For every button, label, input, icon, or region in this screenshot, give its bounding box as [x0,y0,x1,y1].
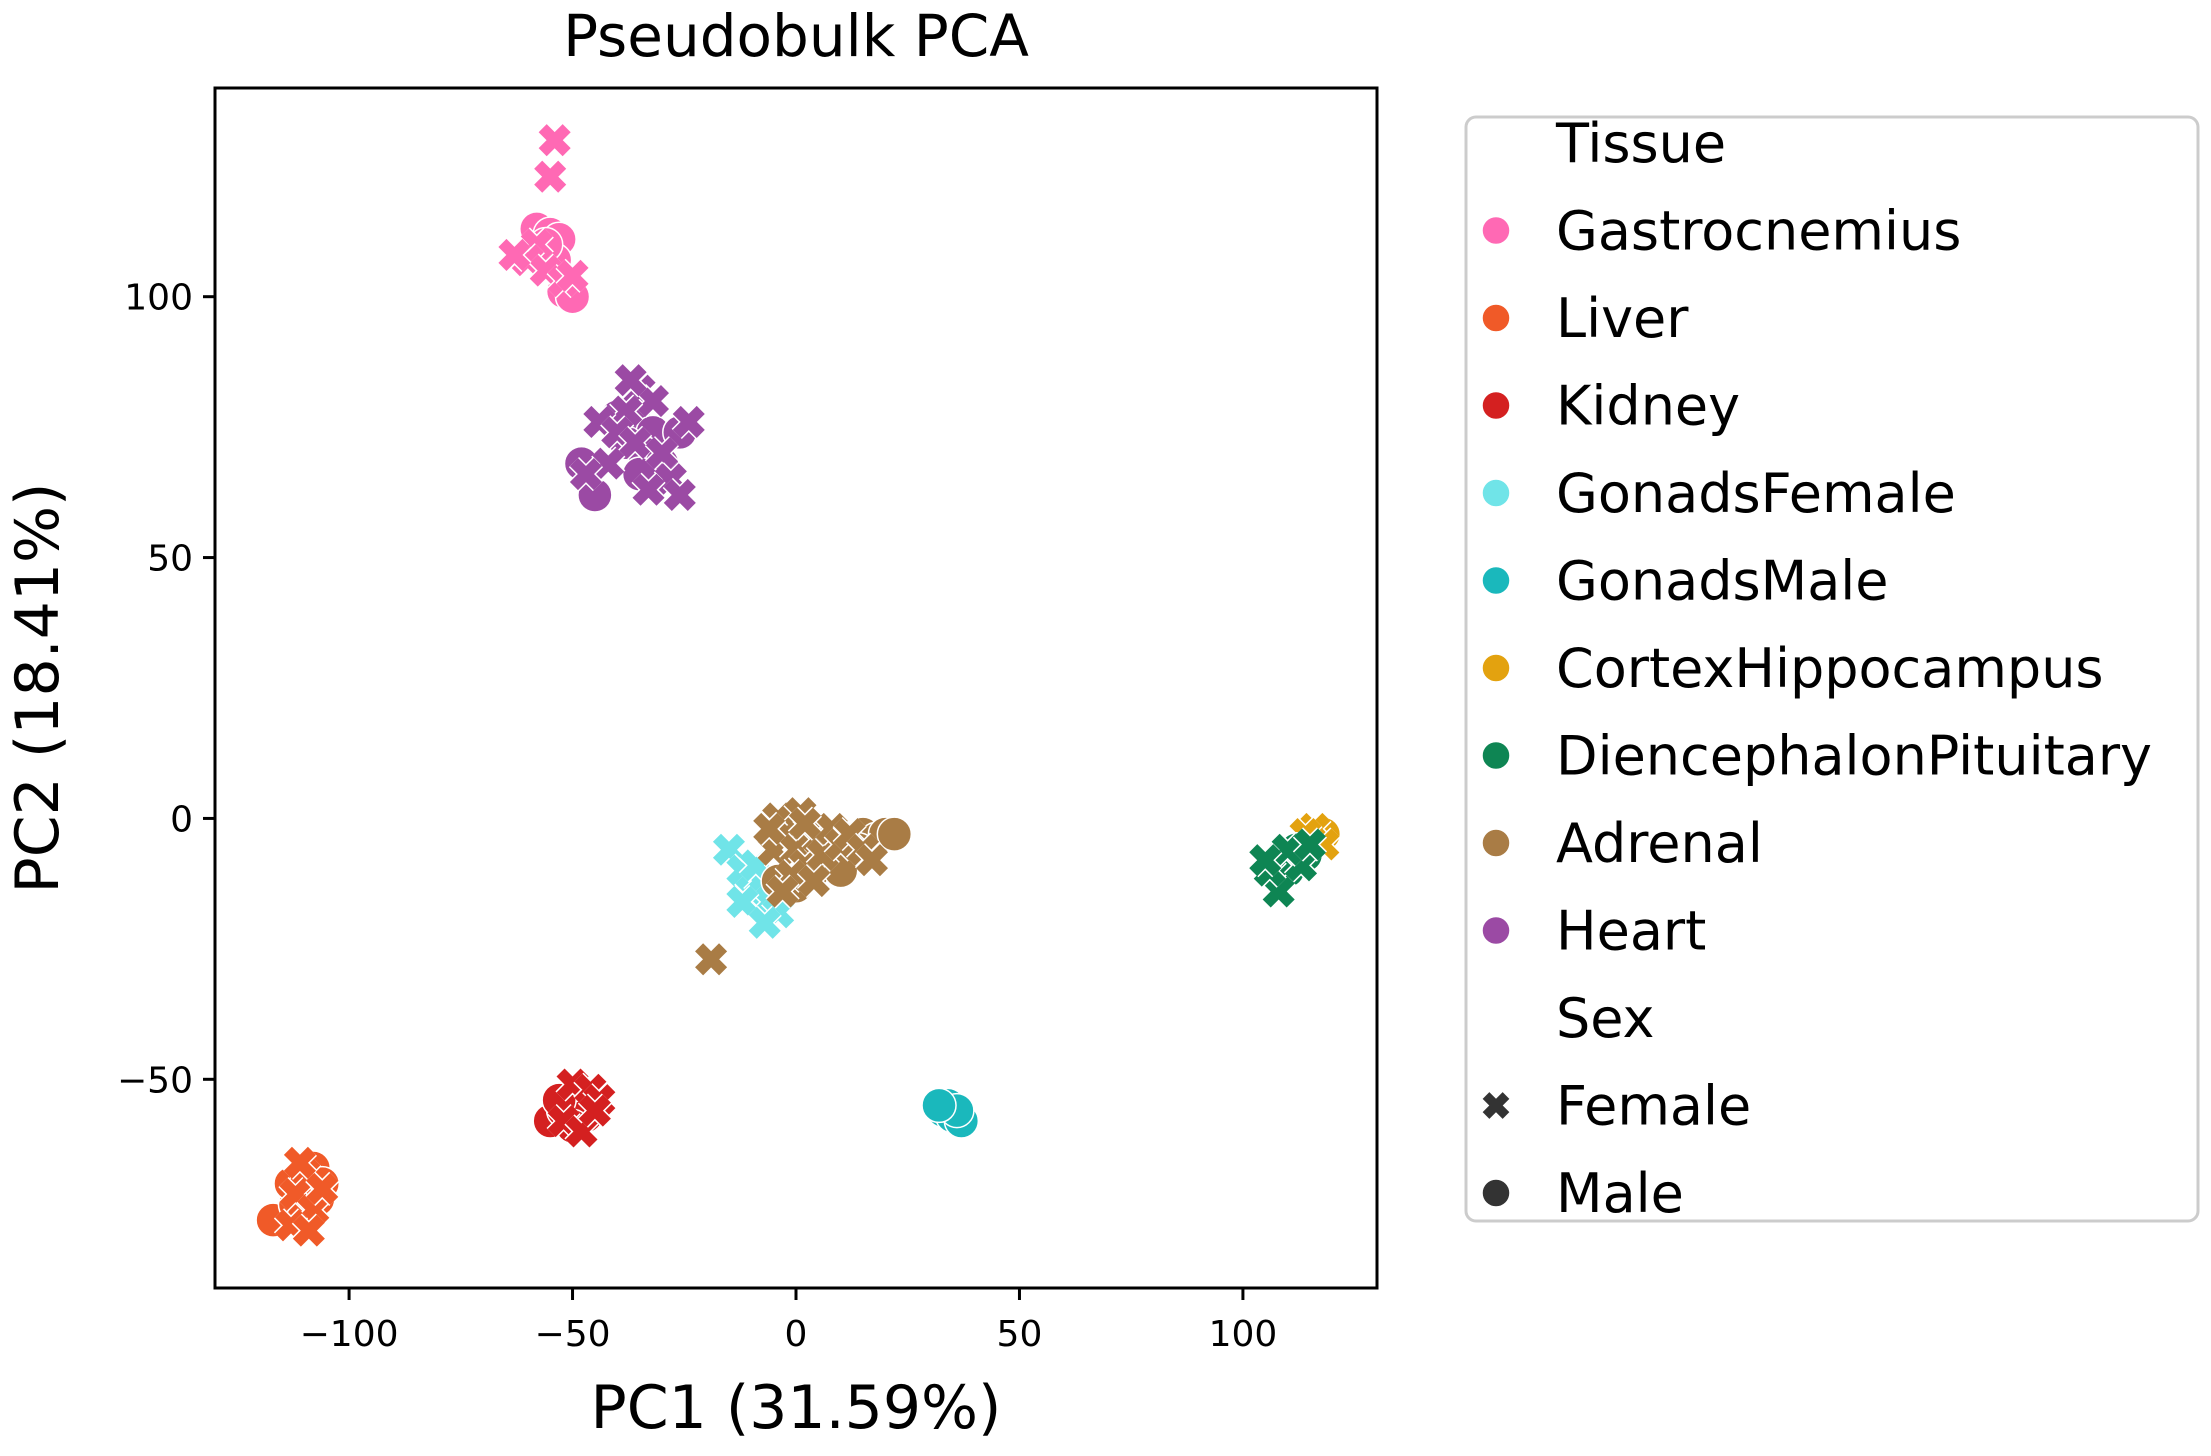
series-gonadsmale [921,1087,980,1139]
point-female [591,446,626,481]
legend-frame [1464,115,2200,1223]
legend: Tissue Gastrocnemius Liver Kidney GonadsFema… [1464,112,2200,1225]
x-axis-title: PC1 (31.59%) [591,1373,1002,1443]
legend-label-female: Female [1556,1075,1751,1138]
legend-label-liver: Liver [1556,287,1689,350]
series-gastrocnemius [497,123,591,315]
legend-label-gonadsmale: GonadsMale [1556,550,1889,613]
point-female [725,884,760,920]
legend-marker-kidney [1481,390,1511,421]
point-female [662,477,697,513]
series-heart [563,363,706,513]
point-female [618,425,653,460]
point-female [752,811,787,846]
legend-marker-male [1481,1178,1511,1208]
legend-marker-gonadsmale [1481,565,1511,596]
point-female [635,383,671,419]
x-tick-label: 0 [785,1314,808,1355]
x-tick-label: −100 [300,1314,399,1355]
chart-title: Pseudobulk PCA [563,2,1029,70]
point-female [291,1213,326,1248]
point-female [854,843,890,878]
legend-label-adrenal: Adrenal [1556,812,1763,875]
series-adrenal [693,796,913,977]
y-tick-label: 100 [124,278,193,319]
point-female [631,472,666,507]
point-female [555,258,590,293]
point-female [497,237,532,273]
legend-label-male: Male [1556,1162,1684,1225]
point-female [613,363,648,398]
point-female [1261,874,1296,909]
point-female [305,1171,340,1206]
legend-marker-diencephalonpituitary [1481,740,1511,771]
point-female [609,394,644,429]
series-diencephalonpituitary [1248,827,1328,909]
y-tick-label: −50 [117,1060,193,1101]
x-tick-label: 100 [1209,1314,1278,1355]
legend-marker-gastrocnemius [1481,215,1511,246]
point-female [1248,843,1283,878]
point-female [747,905,782,940]
x-axis: −100 −50 0 50 100 [300,1288,1278,1355]
point-female [577,1093,612,1128]
legend-marker-adrenal [1481,828,1511,858]
point-female [533,159,568,194]
point-female [1292,827,1328,862]
legend-label-gonadsfemale: GonadsFemale [1556,462,1956,525]
legend-marker-heart [1481,915,1511,946]
legend-tissue-title: Tissue [1555,112,1726,175]
legend-items: Tissue Gastrocnemius Liver Kidney GonadsFema… [1481,112,2152,1225]
legend-marker-gonadsfemale [1481,478,1511,508]
legend-label-gastrocnemius: Gastrocnemius [1556,200,1961,263]
series-liver [255,1145,341,1248]
x-tick-label: 50 [997,1314,1043,1355]
point-female [671,404,706,440]
point-female [282,1145,318,1180]
legend-marker-cortexhippocampus [1481,653,1511,683]
legend-marker-liver [1481,303,1511,333]
y-axis: −50 0 50 100 [117,278,215,1101]
series-kidney [532,1067,617,1149]
point-female [568,456,604,492]
points-layer [255,123,1342,1248]
legend-marker-female [1481,1091,1511,1120]
series-gonadsfemale [711,832,796,940]
point-male [921,1087,957,1124]
legend-label-diencephalonpituitary: DiencephalonPituitary [1556,725,2152,788]
legend-label-cortexhippocampus: CortexHippocampus [1556,637,2104,700]
legend-sex-title: Sex [1556,987,1655,1050]
point-female [787,806,823,841]
point-male [876,816,913,852]
legend-label-kidney: Kidney [1556,375,1740,438]
point-female [796,863,831,899]
x-tick-label: −50 [535,1314,611,1355]
point-female [537,123,572,158]
point-female [644,436,680,471]
y-tick-label: 50 [147,539,193,580]
y-axis-title: PC2 (18.41%) [3,483,73,894]
legend-label-heart: Heart [1556,900,1706,963]
point-female [693,942,729,977]
y-tick-label: 0 [170,799,193,840]
point-female [765,874,800,909]
point-female [1270,832,1305,867]
